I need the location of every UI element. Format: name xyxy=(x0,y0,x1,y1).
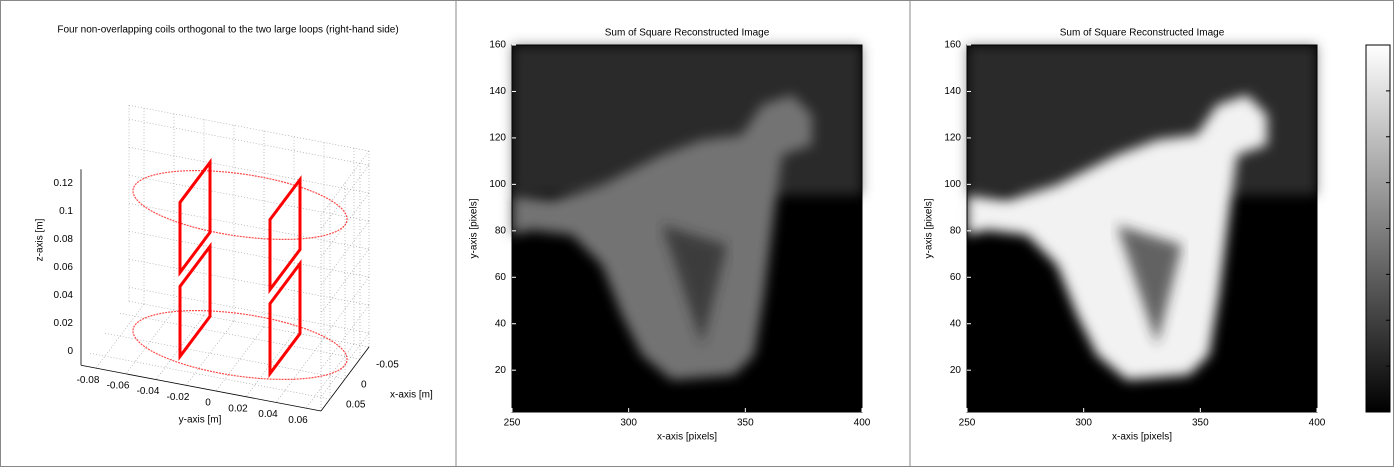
y-tick-label: 100 xyxy=(489,179,506,190)
y-tick-label: 20 xyxy=(950,365,962,376)
z-tick-label: 0.12 xyxy=(54,178,74,189)
x-tick-label: 350 xyxy=(1192,418,1209,429)
x-tick-label: 300 xyxy=(1075,418,1092,429)
image-panel: Sum of Square Reconstructed Image 250 300 3… xyxy=(469,28,871,443)
figure: Four non-overlapping coils orthogonal to… xyxy=(0,0,1394,467)
x-tick-label: 0.05 xyxy=(346,400,366,411)
z-tick-label: 0 xyxy=(67,346,73,357)
y-tick-label: 60 xyxy=(950,272,962,283)
z-tick-label: 0.08 xyxy=(54,234,74,245)
y-tick-label: 40 xyxy=(495,318,507,329)
y-axis-label: y-axis [m] xyxy=(179,415,222,426)
y-tick-label: -0.08 xyxy=(77,375,100,386)
x-tick-label: 350 xyxy=(737,418,754,429)
y-axis-label: y-axis [pixels] xyxy=(924,198,935,258)
chart-title: Four non-overlapping coils orthogonal to… xyxy=(57,25,398,36)
y-tick-label: 40 xyxy=(950,318,962,329)
chart-title: Sum of Square Reconstructed Image xyxy=(1060,28,1225,39)
y-tick-label: 0.02 xyxy=(228,403,248,414)
x-tick-label: 250 xyxy=(959,418,976,429)
x-tick-label: 400 xyxy=(1309,418,1326,429)
x-axis-label: x-axis [pixels] xyxy=(657,432,717,443)
y-tick-label: -0.04 xyxy=(137,386,160,397)
y-tick-label: -0.02 xyxy=(167,392,190,403)
y-tick-label: 80 xyxy=(950,225,962,236)
z-tick-label: 0.04 xyxy=(54,290,74,301)
x-axis-label: x-axis [pixels] xyxy=(1112,432,1172,443)
chart-title: Sum of Square Reconstructed Image xyxy=(605,28,770,39)
y-tick-label: 0.06 xyxy=(288,415,308,426)
y-tick-label: 120 xyxy=(944,133,961,144)
x-tick-label: 300 xyxy=(620,418,637,429)
x-tick-label: -0.05 xyxy=(376,360,399,371)
z-axis-label: z-axis [m] xyxy=(35,218,46,261)
y-tick-label: -0.06 xyxy=(107,380,130,391)
y-tick-label: 0.04 xyxy=(258,409,278,420)
y-tick-label: 160 xyxy=(944,40,961,51)
z-tick-label: 0.02 xyxy=(54,318,74,329)
y-tick-label: 0 xyxy=(205,398,211,409)
y-tick-label: 80 xyxy=(495,225,507,236)
y-tick-label: 120 xyxy=(489,133,506,144)
x-tick-label: 400 xyxy=(854,418,871,429)
y-tick-label: 60 xyxy=(495,272,507,283)
y-tick-label: 100 xyxy=(944,179,961,190)
x-tick-label: 0 xyxy=(361,380,367,391)
y-tick-label: 160 xyxy=(489,40,506,51)
y-tick-label: 140 xyxy=(944,86,961,97)
z-tick-label: 0.1 xyxy=(59,206,73,217)
x-axis-label: x-axis [m] xyxy=(390,390,433,401)
z-tick-label: 0.06 xyxy=(54,262,74,273)
y-tick-label: 20 xyxy=(495,365,507,376)
y-axis-label: y-axis [pixels] xyxy=(469,198,480,258)
x-tick-label: 250 xyxy=(504,418,521,429)
y-tick-label: 140 xyxy=(489,86,506,97)
